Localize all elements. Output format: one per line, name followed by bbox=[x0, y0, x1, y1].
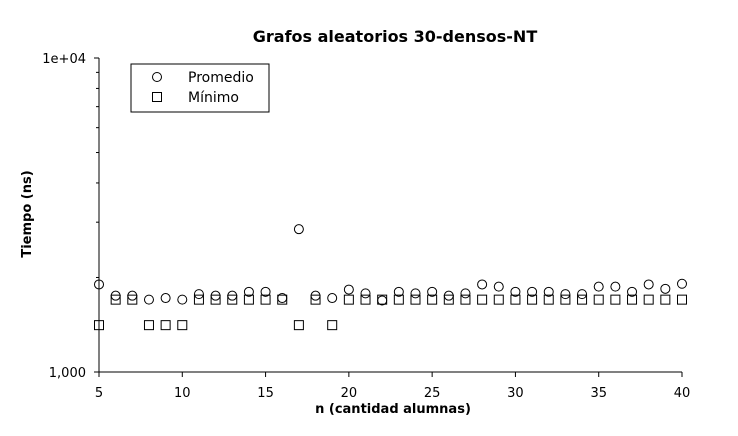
x-tick-label: 5 bbox=[95, 386, 103, 401]
promedio-point bbox=[160, 293, 171, 304]
x-tick-label: 30 bbox=[507, 386, 524, 401]
promedio-point bbox=[643, 279, 654, 290]
promedio-point bbox=[443, 290, 454, 301]
x-axis-label: n (cantidad alumnas) bbox=[315, 402, 471, 417]
promedio-point bbox=[527, 286, 538, 297]
promedio-point bbox=[177, 294, 188, 305]
minimo-point bbox=[193, 294, 204, 305]
minimo-point bbox=[177, 320, 188, 331]
minimo-point bbox=[94, 320, 104, 331]
promedio-point bbox=[510, 286, 521, 297]
minimo-point bbox=[210, 294, 221, 305]
y-tick-label: 1,000 bbox=[49, 366, 86, 381]
legend: Promedio Mínimo bbox=[130, 63, 270, 113]
data-marks bbox=[94, 224, 687, 331]
promedio-point bbox=[127, 290, 138, 301]
minimo-point bbox=[110, 294, 121, 305]
minimo-point bbox=[610, 294, 621, 305]
x-ticks: 5 10 15 20 25 30 35 40 bbox=[95, 372, 690, 401]
legend-marker-minimo bbox=[152, 92, 162, 102]
minimo-point bbox=[460, 294, 471, 305]
promedio-point bbox=[360, 288, 371, 299]
promedio-point bbox=[210, 290, 221, 301]
promedio-point bbox=[593, 281, 604, 292]
minimo-point bbox=[593, 294, 604, 305]
promedio-point bbox=[543, 286, 554, 297]
minimo-point bbox=[443, 294, 454, 305]
minimo-point bbox=[477, 294, 488, 305]
promedio-point bbox=[660, 283, 671, 294]
minimo-point bbox=[510, 294, 521, 305]
minimo-point bbox=[493, 294, 504, 305]
minimo-point bbox=[393, 294, 404, 305]
minimo-point bbox=[343, 294, 354, 305]
minimo-point bbox=[660, 294, 671, 305]
promedio-point bbox=[393, 286, 404, 297]
promedio-point bbox=[193, 289, 204, 300]
promedio-point bbox=[610, 281, 621, 292]
minimo-point bbox=[427, 294, 438, 305]
promedio-point bbox=[477, 279, 488, 290]
promedio-point bbox=[310, 290, 321, 301]
minimo-point bbox=[377, 294, 388, 305]
x-tick-label: 20 bbox=[341, 386, 358, 401]
minimo-point bbox=[277, 294, 288, 305]
promedio-point bbox=[377, 295, 388, 306]
promedio-point bbox=[427, 286, 438, 297]
promedio-point bbox=[493, 281, 504, 292]
minimo-point bbox=[127, 294, 138, 305]
minimo-point bbox=[360, 294, 371, 305]
promedio-point bbox=[243, 286, 254, 297]
chart-title: Grafos aleatorios 30-densos-NT bbox=[253, 27, 538, 46]
promedio-point bbox=[627, 286, 638, 297]
x-tick-label: 25 bbox=[424, 386, 441, 401]
legend-marker-promedio bbox=[152, 72, 162, 82]
minimo-point bbox=[260, 294, 271, 305]
promedio-point bbox=[143, 294, 154, 305]
axes bbox=[98, 58, 682, 373]
promedio-point bbox=[677, 278, 687, 289]
legend-box bbox=[130, 63, 270, 113]
minimo-point bbox=[577, 294, 588, 305]
y-tick-label: 1e+04 bbox=[42, 52, 86, 67]
promedio-point bbox=[110, 290, 121, 301]
legend-label-minimo: Mínimo bbox=[188, 90, 239, 106]
legend-label-promedio: Promedio bbox=[188, 70, 254, 86]
minimo-point bbox=[293, 320, 304, 331]
minimo-point bbox=[160, 320, 171, 331]
minimo-point bbox=[410, 294, 421, 305]
promedio-point bbox=[560, 289, 571, 300]
promedio-point bbox=[260, 286, 271, 297]
x-tick-label: 35 bbox=[590, 386, 607, 401]
x-tick-label: 10 bbox=[174, 386, 191, 401]
y-ticks: 1,000 1e+04 bbox=[42, 52, 99, 381]
promedio-point bbox=[410, 288, 421, 299]
promedio-point bbox=[293, 224, 304, 235]
minimo-point bbox=[560, 294, 571, 305]
minimo-point bbox=[627, 294, 638, 305]
x-tick-label: 40 bbox=[674, 386, 691, 401]
minimo-point bbox=[677, 294, 687, 305]
promedio-point bbox=[327, 293, 338, 304]
y-axis-label: Tiempo (ns) bbox=[20, 170, 35, 257]
promedio-point bbox=[343, 284, 354, 295]
minimo-point bbox=[543, 294, 554, 305]
promedio-point bbox=[577, 289, 588, 300]
minimo-point bbox=[327, 320, 338, 331]
minimo-point bbox=[527, 294, 538, 305]
minimo-point bbox=[643, 294, 654, 305]
minimo-point bbox=[143, 320, 154, 331]
promedio-point bbox=[94, 279, 104, 290]
minimo-point bbox=[310, 294, 321, 305]
minimo-point bbox=[227, 294, 238, 305]
promedio-point bbox=[460, 288, 471, 299]
x-tick-label: 15 bbox=[257, 386, 274, 401]
promedio-point bbox=[227, 290, 238, 301]
minimo-point bbox=[243, 294, 254, 305]
